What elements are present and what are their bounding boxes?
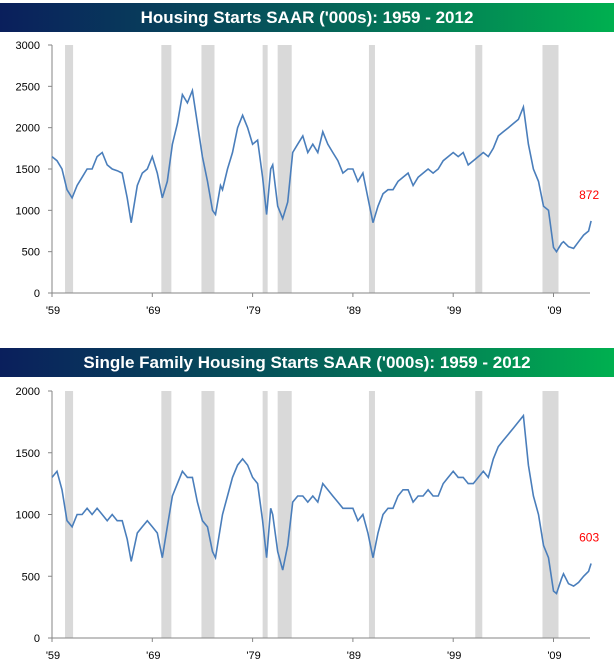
recession-bar: [262, 391, 268, 638]
y-tick-label: 2500: [16, 81, 40, 93]
recession-bar: [161, 391, 172, 638]
recession-bar: [277, 391, 292, 638]
y-tick-label: 0: [34, 633, 40, 645]
recession-bar: [542, 391, 559, 638]
x-tick-label: '79: [246, 650, 260, 662]
recession-bar: [201, 45, 215, 293]
chart-2-title: Single Family Housing Starts SAAR ('000s…: [0, 348, 614, 377]
y-tick-label: 1000: [16, 510, 40, 522]
x-tick-label: '09: [547, 650, 561, 662]
recession-bar: [542, 45, 559, 293]
y-tick-label: 500: [22, 247, 40, 259]
series-line: [51, 87, 592, 254]
recession-bar: [161, 45, 172, 293]
y-tick-label: 2000: [16, 123, 40, 135]
recession-bar: [65, 391, 74, 638]
y-tick-label: 2000: [16, 386, 40, 398]
y-tick-label: 3000: [16, 40, 40, 52]
last-value-label: 603: [579, 531, 599, 545]
x-tick-label: '89: [347, 650, 361, 662]
y-tick-label: 1500: [16, 164, 40, 176]
chart-1: 0 500 1000 1500 2000 2500 3000 '59 '69 '79 '89 '99 '…: [16, 40, 600, 317]
recession-bar: [65, 45, 74, 293]
recession-bar: [262, 45, 268, 293]
x-tick-label: '99: [447, 305, 461, 317]
last-value-label: 872: [579, 188, 599, 202]
x-tick-label: '89: [347, 305, 361, 317]
x-tick-label: '59: [46, 305, 60, 317]
recession-bar: [475, 45, 483, 293]
chart-1-title: Housing Starts SAAR ('000s): 1959 - 2012: [0, 3, 614, 32]
recession-bar: [201, 391, 215, 638]
x-tick-label: '69: [146, 650, 160, 662]
y-tick-label: 500: [22, 571, 40, 583]
x-tick-label: '99: [447, 650, 461, 662]
y-tick-label: 0: [34, 288, 40, 300]
chart-2: 0 500 1000 1500 2000 '59 '69 '79 '89 '99 '09 603: [16, 386, 600, 662]
y-tick-label: 1000: [16, 205, 40, 217]
y-tick-label: 1500: [16, 448, 40, 460]
x-tick-label: '59: [46, 650, 60, 662]
recession-bar: [475, 391, 483, 638]
series-line: [51, 413, 592, 595]
x-tick-label: '69: [146, 305, 160, 317]
x-tick-label: '09: [547, 305, 561, 317]
recession-bar: [368, 391, 375, 638]
recession-bar: [277, 45, 292, 293]
x-tick-label: '79: [246, 305, 260, 317]
recession-bar: [368, 45, 375, 293]
